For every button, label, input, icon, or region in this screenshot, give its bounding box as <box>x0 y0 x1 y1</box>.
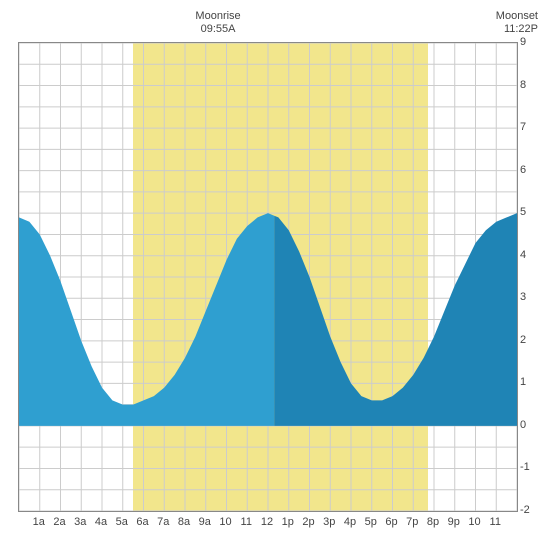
x-tick-label: 9p <box>448 516 460 528</box>
x-axis-labels: 1a 2a 3a 4a 5a 6a 7a 8a 9a 10 11 12 1p 2p 3p 4p 5p 6p 7p 8p… <box>18 516 516 532</box>
moonset-label: Moonset 11:22P <box>496 10 538 36</box>
x-tick-label: 3a <box>74 516 86 528</box>
moonset-title: Moonset <box>496 10 538 23</box>
x-tick-label: 1a <box>33 516 45 528</box>
x-tick-label: 10 <box>468 516 480 528</box>
moonrise-title: Moonrise <box>195 10 240 23</box>
x-tick-label: 9a <box>199 516 211 528</box>
plot-area <box>18 42 518 512</box>
x-tick-label: 7p <box>406 516 418 528</box>
x-tick-label: 12 <box>261 516 273 528</box>
x-tick-label: 8a <box>178 516 190 528</box>
x-tick-label: 6a <box>136 516 148 528</box>
y-tick-label: 0 <box>520 419 540 431</box>
y-tick-label: 9 <box>520 36 540 48</box>
tide-area <box>19 43 517 511</box>
y-tick-label: 8 <box>520 79 540 91</box>
tide-chart: Moonrise 09:55A Moonset 11:22P -2-101234… <box>10 10 540 540</box>
y-tick-label: 1 <box>520 376 540 388</box>
x-tick-label: 5p <box>365 516 377 528</box>
x-tick-label: 2a <box>53 516 65 528</box>
y-tick-label: 6 <box>520 164 540 176</box>
y-tick-label: 4 <box>520 249 540 261</box>
header-labels: Moonrise 09:55A Moonset 11:22P <box>10 10 540 40</box>
x-tick-label: 8p <box>427 516 439 528</box>
moonset-time: 11:22P <box>496 23 538 36</box>
x-tick-label: 4p <box>344 516 356 528</box>
y-tick-label: -1 <box>520 461 540 473</box>
x-tick-label: 4a <box>95 516 107 528</box>
x-tick-label: 11 <box>241 516 252 528</box>
x-tick-label: 5a <box>116 516 128 528</box>
y-tick-label: 5 <box>520 206 540 218</box>
x-tick-label: 6p <box>385 516 397 528</box>
y-tick-label: -2 <box>520 504 540 516</box>
moonrise-label: Moonrise 09:55A <box>195 10 240 36</box>
y-tick-label: 7 <box>520 121 540 133</box>
moonrise-time: 09:55A <box>195 23 240 36</box>
x-tick-label: 7a <box>157 516 169 528</box>
x-tick-label: 10 <box>219 516 231 528</box>
y-tick-label: 3 <box>520 291 540 303</box>
x-tick-label: 1p <box>282 516 294 528</box>
x-tick-label: 2p <box>302 516 314 528</box>
y-axis-labels: -2-10123456789 <box>520 42 540 510</box>
x-tick-label: 11 <box>490 516 501 528</box>
x-tick-label: 3p <box>323 516 335 528</box>
y-tick-label: 2 <box>520 334 540 346</box>
